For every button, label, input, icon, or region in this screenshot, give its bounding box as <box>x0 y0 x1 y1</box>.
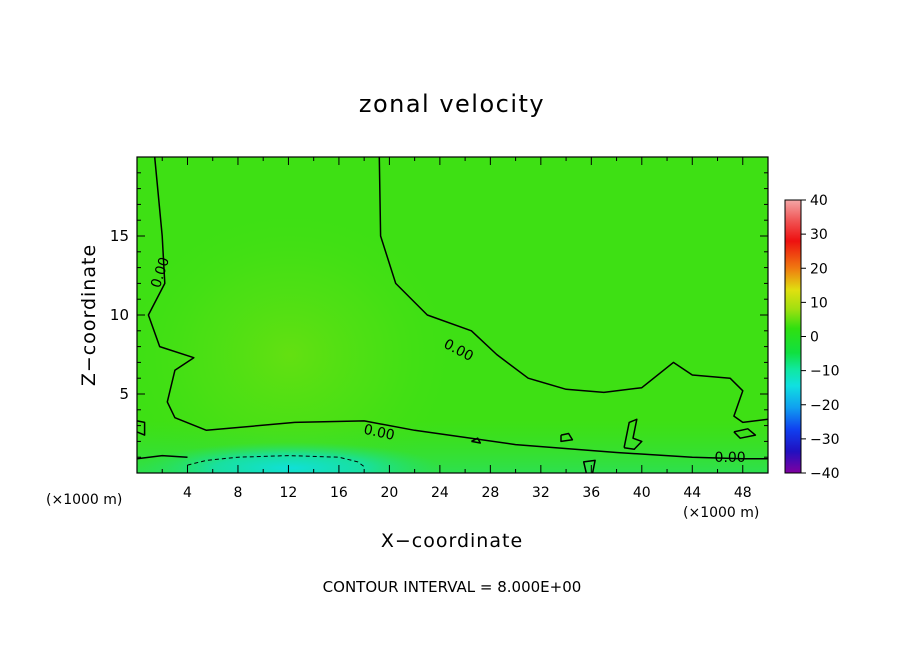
contour-label: 0.00 <box>715 450 746 466</box>
colorbar-tick-label: −10 <box>810 364 840 380</box>
negative-jet <box>140 442 440 473</box>
x-tick-label: 36 <box>582 485 600 501</box>
x-unit-left: (×1000 m) <box>46 492 122 508</box>
x-tick-label: 4 <box>183 485 192 501</box>
colorbar-tick-label: −20 <box>810 398 840 414</box>
colorbar-ticks: 40 30 20 10 0 −10 −20 −30 −40 <box>801 193 840 482</box>
colorbar-tick-label: 20 <box>810 261 828 277</box>
colorbar-tick-label: −40 <box>810 466 840 482</box>
colorbar-tick-label: 30 <box>810 227 828 243</box>
x-unit-right: (×1000 m) <box>683 505 759 521</box>
zero-contour <box>137 454 188 460</box>
colorbar-tick-label: 40 <box>810 193 828 209</box>
x-tick-label: 40 <box>633 485 651 501</box>
positive-region <box>137 205 460 473</box>
x-tick-label: 44 <box>683 485 701 501</box>
zero-contour <box>147 157 768 460</box>
x-tick-label: 12 <box>280 485 298 501</box>
colorbar-tick-label: 0 <box>810 330 819 346</box>
chart-title: zonal velocity <box>359 90 545 118</box>
heatmap-field: 0.000.000.000.00 <box>137 157 768 473</box>
x-tick-label: 8 <box>233 485 242 501</box>
y-tick-label: 10 <box>110 306 129 324</box>
x-tick-label: 28 <box>481 485 499 501</box>
colorbar-tick-label: −30 <box>810 432 840 448</box>
zero-contour <box>471 437 482 444</box>
x-tick-label: 20 <box>380 485 398 501</box>
x-tick-label: 16 <box>330 485 348 501</box>
zero-contour <box>137 420 146 436</box>
colorbar <box>784 199 802 474</box>
zero-contour <box>623 418 643 451</box>
x-tick-label: 48 <box>734 485 752 501</box>
y-tick-label: 15 <box>110 227 129 245</box>
x-tick-label: 32 <box>532 485 550 501</box>
colorbar-tick-label: 10 <box>810 295 828 311</box>
x-axis-label: X−coordinate <box>381 530 523 552</box>
y-tick-label: 5 <box>119 385 129 403</box>
y-axis-ticks: 5 10 15 <box>110 172 768 458</box>
zero-contour <box>733 428 757 439</box>
contour-interval: CONTOUR INTERVAL = 8.000E+00 <box>323 578 582 596</box>
contour-label: 0.00 <box>362 422 396 444</box>
x-axis-ticks: 4 8 12 16 20 24 28 32 36 40 44 48 <box>161 157 752 501</box>
zero-contour <box>582 459 596 473</box>
zero-contour <box>560 432 574 443</box>
y-axis-label: Z−coordinate <box>78 244 100 386</box>
negative-contour <box>187 455 365 468</box>
x-tick-label: 24 <box>431 485 449 501</box>
zero-contour <box>378 157 768 424</box>
